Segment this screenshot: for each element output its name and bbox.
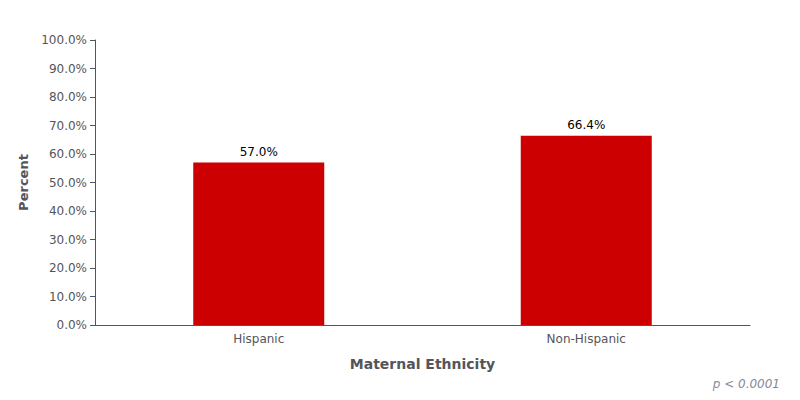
svg-text:40.0%: 40.0% xyxy=(49,204,87,218)
svg-text:10.0%: 10.0% xyxy=(49,290,87,304)
svg-text:Maternal Ethnicity: Maternal Ethnicity xyxy=(350,356,495,372)
svg-text:70.0%: 70.0% xyxy=(49,119,87,133)
svg-text:20.0%: 20.0% xyxy=(49,261,87,275)
svg-text:57.0%: 57.0% xyxy=(240,145,278,159)
svg-text:Non-Hispanic: Non-Hispanic xyxy=(547,332,626,346)
svg-text:90.0%: 90.0% xyxy=(49,62,87,76)
svg-text:66.4%: 66.4% xyxy=(567,118,605,132)
svg-text:Hispanic: Hispanic xyxy=(233,332,284,346)
svg-text:Percent: Percent xyxy=(16,154,31,211)
svg-text:80.0%: 80.0% xyxy=(49,90,87,104)
svg-text:100.0%: 100.0% xyxy=(41,33,87,47)
svg-text:30.0%: 30.0% xyxy=(49,233,87,247)
svg-text:50.0%: 50.0% xyxy=(49,176,87,190)
svg-text:0.0%: 0.0% xyxy=(57,318,88,332)
svg-text:p < 0.0001: p < 0.0001 xyxy=(712,377,780,391)
svg-text:60.0%: 60.0% xyxy=(49,147,87,161)
